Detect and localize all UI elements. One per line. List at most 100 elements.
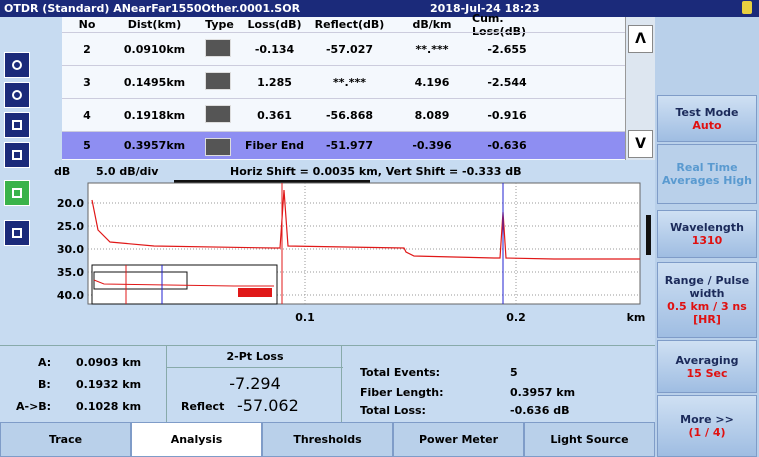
side-value: (1 / 4) — [688, 426, 726, 439]
tool-icon — [12, 150, 22, 160]
b-value: 0.1932 km — [76, 378, 142, 391]
event-cell: 2 — [83, 42, 91, 56]
column-header: Type — [205, 18, 234, 31]
event-cell: -51.977 — [325, 139, 373, 152]
trace-chart: dB 5.0 dB/div Horiz Shift = 0.0035 km, V… — [54, 165, 651, 324]
battery-icon — [742, 1, 752, 14]
event-cell: **.*** — [333, 75, 366, 89]
side-value: 0.5 km / 3 ns [HR] — [667, 300, 747, 326]
y-tick-label: 30.0 — [57, 243, 84, 256]
event-cell: -57.027 — [325, 42, 373, 56]
side-value: Auto — [692, 118, 722, 132]
event-cell: -2.655 — [487, 42, 527, 56]
side-label: Averaging — [675, 353, 739, 367]
info-panel: A: 0.0903 km B: 0.1932 km A->B: 0.1028 k… — [0, 345, 655, 423]
tab[interactable]: Analysis — [131, 422, 262, 457]
event-row: 2 0.0910km -0.134 -57.027 **.*** -2.655 — [62, 32, 625, 65]
two-pt-title: 2-Pt Loss — [167, 346, 343, 368]
v-scroll — [646, 215, 651, 255]
tool-button[interactable] — [4, 142, 30, 168]
shift: Horiz Shift = 0.0035 km, Vert Shift = -0… — [230, 165, 521, 178]
column-header: Reflect(dB) — [314, 18, 385, 31]
side-button[interactable]: More >> (1 / 4) — [657, 395, 757, 457]
length-value: 0.3957 km — [510, 386, 576, 399]
event-table: No Dist(km) Type Loss(dB) Reflect(dB) dB/km Cu… — [62, 11, 625, 160]
event-cell: **.*** — [415, 42, 449, 56]
side-panel: Test Mode Auto Real Time Averages High Wave… — [655, 17, 759, 457]
side-label: Wavelength — [670, 221, 744, 234]
event-cell: -56.868 — [325, 108, 373, 122]
tool-button[interactable] — [4, 180, 30, 206]
tool-column — [0, 17, 34, 340]
side-button[interactable]: Averaging 15 Sec — [657, 340, 757, 393]
tab-bar: Trace Analysis Thresholds Power Meter Light … — [0, 422, 655, 457]
date-time: 2018-Jul-24 18:23 — [430, 2, 540, 15]
scroll-down[interactable]: V — [628, 130, 653, 158]
title-bar: OTDR (Standard) ANearFar1550Other.0001.S… — [0, 0, 759, 17]
tool-button[interactable] — [4, 220, 30, 246]
two-pt-box: 2-Pt Loss -7.294 Reflect -57.062 — [166, 346, 343, 423]
event-cell: 0.1495km — [123, 75, 186, 89]
event-cell: -0.134 — [254, 42, 295, 56]
events-value: 5 — [510, 366, 518, 379]
event-type-icon — [205, 138, 231, 156]
length-label: Fiber Length: — [360, 386, 444, 399]
ab-value: 0.1028 km — [76, 400, 142, 413]
scroll-up[interactable]: Λ — [628, 25, 653, 53]
side-button[interactable]: Test Mode Auto — [657, 95, 757, 142]
side-label: More >> — [680, 413, 734, 426]
tool-icon — [12, 228, 22, 238]
side-value: 1310 — [691, 234, 723, 247]
event-cell: 0.361 — [257, 108, 292, 122]
tab[interactable]: Power Meter — [393, 422, 524, 457]
event-cell: 8.089 — [414, 108, 450, 122]
loss-label: Total Loss: — [360, 404, 426, 417]
tool-button[interactable] — [4, 52, 30, 78]
side-button[interactable]: Range / Pulse width 0.5 km / 3 ns [HR] — [657, 262, 757, 338]
x-tick-label: 0.2 — [506, 311, 526, 324]
column-header: Loss(dB) — [247, 18, 302, 31]
event-cell: 0.1918km — [123, 108, 186, 122]
column-header: dB/km — [412, 18, 452, 31]
event-cell: 4.196 — [414, 75, 450, 89]
tool-button[interactable] — [4, 82, 30, 108]
zoom-bar — [174, 180, 370, 183]
event-type-icon — [205, 105, 231, 123]
event-cell: -0.636 — [487, 139, 527, 152]
tool-icon — [12, 60, 22, 70]
loss-value: -0.636 dB — [510, 404, 570, 417]
side-button[interactable]: Wavelength 1310 — [657, 210, 757, 258]
scale: 5.0 dB/div — [96, 165, 159, 178]
event-cell: -0.396 — [412, 139, 452, 152]
event-type-icon — [205, 72, 231, 90]
a-label: A: — [38, 356, 52, 369]
side-label: Test Mode — [675, 105, 739, 119]
side-label: Range / Pulse width — [664, 274, 750, 300]
overview-trace — [93, 279, 274, 287]
tool-icon — [12, 188, 22, 198]
grid — [88, 183, 640, 304]
two-pt-loss: -7.294 — [229, 374, 281, 393]
y-tick-label: 35.0 — [57, 266, 84, 279]
tool-icon — [12, 120, 22, 130]
side-value: 15 Sec — [686, 366, 728, 380]
tool-button[interactable] — [4, 112, 30, 138]
column-header: No — [78, 18, 96, 31]
column-header: Dist(km) — [127, 18, 182, 31]
y-tick-label: 20.0 — [57, 197, 84, 210]
a-value: 0.0903 km — [76, 356, 142, 369]
y-tick-label: 40.0 — [57, 289, 84, 302]
tab[interactable]: Trace — [0, 422, 131, 457]
event-type-icon — [205, 39, 231, 57]
side-label: Real Time Averages High — [662, 161, 752, 187]
column-header: Cum. Loss(dB) — [472, 11, 526, 38]
side-button: Real Time Averages High — [657, 144, 757, 204]
event-cell: 1.285 — [257, 75, 292, 89]
tab[interactable]: Light Source — [524, 422, 655, 457]
event-cell: 0.3957km — [123, 139, 186, 152]
scroll-bar: Λ V — [625, 17, 655, 160]
event-row: 5 0.3957km Fiber End -51.977 -0.396 -0.636 — [62, 131, 625, 159]
overview-end — [238, 288, 272, 297]
tab[interactable]: Thresholds — [262, 422, 393, 457]
